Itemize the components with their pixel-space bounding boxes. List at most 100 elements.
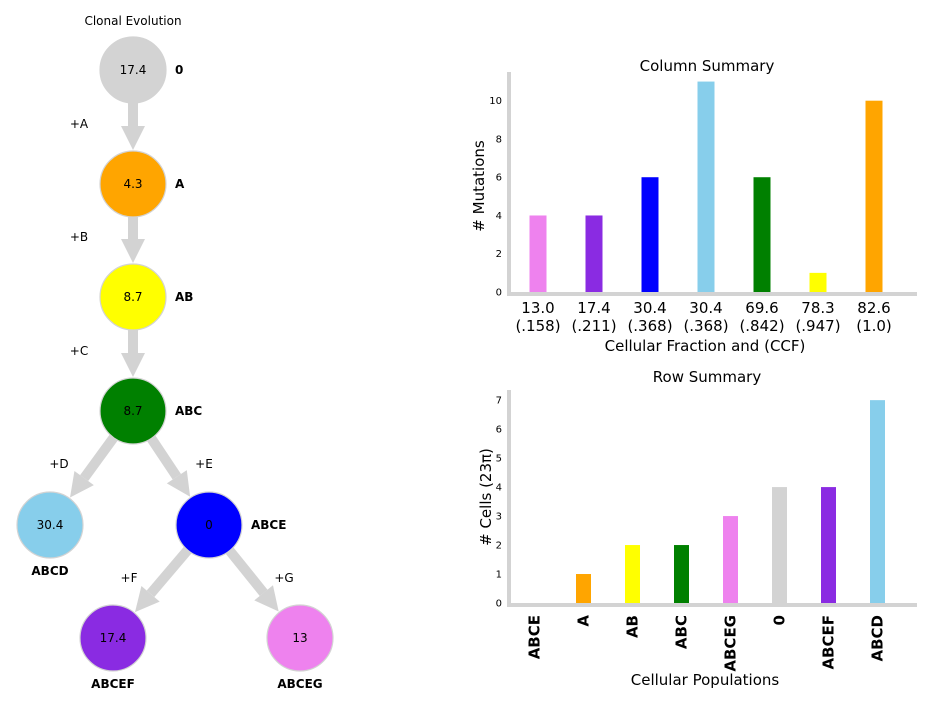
tree-node-value: 4.3 bbox=[123, 177, 142, 191]
row-chart-title: Row Summary bbox=[653, 368, 762, 386]
bar bbox=[753, 177, 771, 292]
x-tick-label: ABCD bbox=[869, 615, 887, 662]
bar bbox=[529, 215, 547, 292]
tree-edge-label: +G bbox=[274, 571, 293, 585]
tree-node-label: ABCD bbox=[31, 564, 68, 578]
x-tick-label: 82.6 (1.0) bbox=[856, 299, 892, 335]
tree-node-circle bbox=[16, 491, 84, 559]
tree-node-value: 0 bbox=[205, 518, 213, 532]
row-chart-xlabel: Cellular Populations bbox=[631, 671, 780, 689]
tree-node-label: ABCEG bbox=[277, 677, 322, 691]
y-tick-label: 1 bbox=[496, 570, 502, 581]
row-summary-chart: Row Summary Cellular Populations # Cells… bbox=[477, 368, 917, 689]
tree-node-circle bbox=[99, 263, 167, 331]
tree-edge-shaft bbox=[146, 546, 192, 598]
row-chart-bars bbox=[576, 400, 885, 603]
tree-node-circle bbox=[266, 604, 334, 672]
bar bbox=[697, 81, 715, 292]
column-chart-title: Column Summary bbox=[640, 57, 775, 75]
tree-node-value: 17.4 bbox=[100, 631, 127, 645]
bar bbox=[821, 487, 836, 603]
bar bbox=[870, 400, 885, 603]
y-tick-label: 5 bbox=[496, 454, 502, 465]
tree-node-value: 8.7 bbox=[123, 290, 142, 304]
tree-edge-arrowhead bbox=[70, 471, 94, 498]
bar bbox=[772, 487, 787, 603]
tree-edge-label: +D bbox=[49, 457, 68, 471]
y-tick-label: 0 bbox=[496, 599, 502, 610]
tree-edge-arrowhead bbox=[121, 126, 145, 150]
y-tick-label: 3 bbox=[496, 512, 502, 523]
tree-edge-arrowhead bbox=[121, 239, 145, 263]
y-tick-label: 6 bbox=[496, 425, 502, 436]
y-tick-label: 8 bbox=[496, 134, 502, 145]
bar bbox=[641, 177, 659, 292]
tree-edge-arrowhead bbox=[166, 470, 191, 497]
tree-edge-arrowhead bbox=[254, 585, 279, 612]
tree-node-circle bbox=[99, 377, 167, 445]
y-tick-label: 2 bbox=[496, 541, 502, 552]
row-chart-axes: 0 1 2 3 4 5 6 7 ABCE A AB ABC ABCEG 0 ABCEF ABCD bbox=[496, 390, 917, 672]
tree-node-value: 17.4 bbox=[120, 63, 147, 77]
bar bbox=[674, 545, 689, 603]
column-chart-xlabel: Cellular Fraction and (CCF) bbox=[605, 337, 806, 355]
x-tick-label: ABC bbox=[673, 615, 691, 649]
y-tick-label: 10 bbox=[489, 96, 502, 107]
x-tick-label: A bbox=[575, 615, 593, 627]
bar bbox=[809, 272, 827, 292]
tree-node-circle bbox=[175, 491, 243, 559]
y-tick-label: 0 bbox=[496, 288, 502, 299]
tree-edge-label: +B bbox=[70, 230, 88, 244]
tree-edge-label: +E bbox=[195, 457, 213, 471]
y-tick-label: 2 bbox=[496, 249, 502, 260]
tree-edge-shaft bbox=[225, 547, 268, 596]
x-tick-label: ABCEF bbox=[820, 615, 838, 670]
y-tick-label: 7 bbox=[496, 396, 502, 407]
row-chart-ylabel: # Cells (23π) bbox=[477, 448, 495, 546]
x-tick-label: 30.4 (.368) bbox=[627, 299, 672, 335]
tree-edge-shaft bbox=[80, 434, 118, 482]
tree-edge-arrowhead bbox=[135, 586, 160, 613]
tree-node-value: 8.7 bbox=[123, 404, 142, 418]
tree-node-circle bbox=[99, 150, 167, 218]
tree-node-label: ABCE bbox=[251, 518, 286, 532]
tree-edge-arrowhead bbox=[121, 353, 145, 377]
tree-node-label: ABC bbox=[175, 404, 202, 418]
tree-node-circle bbox=[79, 604, 147, 672]
tree-node: 17.4 ABCEF bbox=[79, 604, 147, 691]
x-tick-label: 17.4 (.211) bbox=[571, 299, 616, 335]
bar bbox=[625, 545, 640, 603]
bar bbox=[585, 215, 603, 292]
tree-node-value: 13 bbox=[292, 631, 307, 645]
bar bbox=[865, 100, 883, 293]
x-tick-label: ABCE bbox=[526, 615, 544, 659]
tree-node: 17.4 0 bbox=[99, 36, 183, 104]
tree-node: 8.7 ABC bbox=[99, 377, 202, 445]
tree-node: 30.4 ABCD bbox=[16, 491, 84, 578]
tree-node-value: 30.4 bbox=[37, 518, 64, 532]
tree-node-label: A bbox=[175, 177, 185, 191]
tree-node: 0 ABCE bbox=[175, 491, 286, 559]
tree-edge-label: +C bbox=[70, 344, 88, 358]
tree-node: 13 ABCEG bbox=[266, 604, 334, 691]
y-tick-label: 4 bbox=[496, 211, 502, 222]
column-chart-bars bbox=[529, 81, 883, 293]
tree-edge-label: +A bbox=[70, 117, 89, 131]
x-tick-label: 0 bbox=[771, 615, 789, 625]
tree-edges: +A +B +C +D +E +F +G bbox=[49, 103, 294, 613]
tree-title: Clonal Evolution bbox=[84, 14, 181, 28]
tree-node: 8.7 AB bbox=[99, 263, 193, 331]
tree-node-label: 0 bbox=[175, 63, 183, 77]
bar bbox=[723, 516, 738, 603]
y-tick-label: 6 bbox=[496, 173, 502, 184]
tree-edge-shaft bbox=[147, 435, 181, 480]
column-chart-axes: 0 2 4 6 8 10 13.0 (.158) 17.4 (.211) 30.4 (.368) 30.… bbox=[489, 72, 917, 335]
tree-node-label: ABCEF bbox=[91, 677, 135, 691]
tree-edge-label: +F bbox=[121, 571, 138, 585]
tree-node-label: AB bbox=[175, 290, 193, 304]
bar bbox=[576, 574, 591, 603]
x-tick-label: 78.3 (.947) bbox=[795, 299, 840, 335]
column-chart-ylabel: # Mutations bbox=[470, 140, 488, 232]
